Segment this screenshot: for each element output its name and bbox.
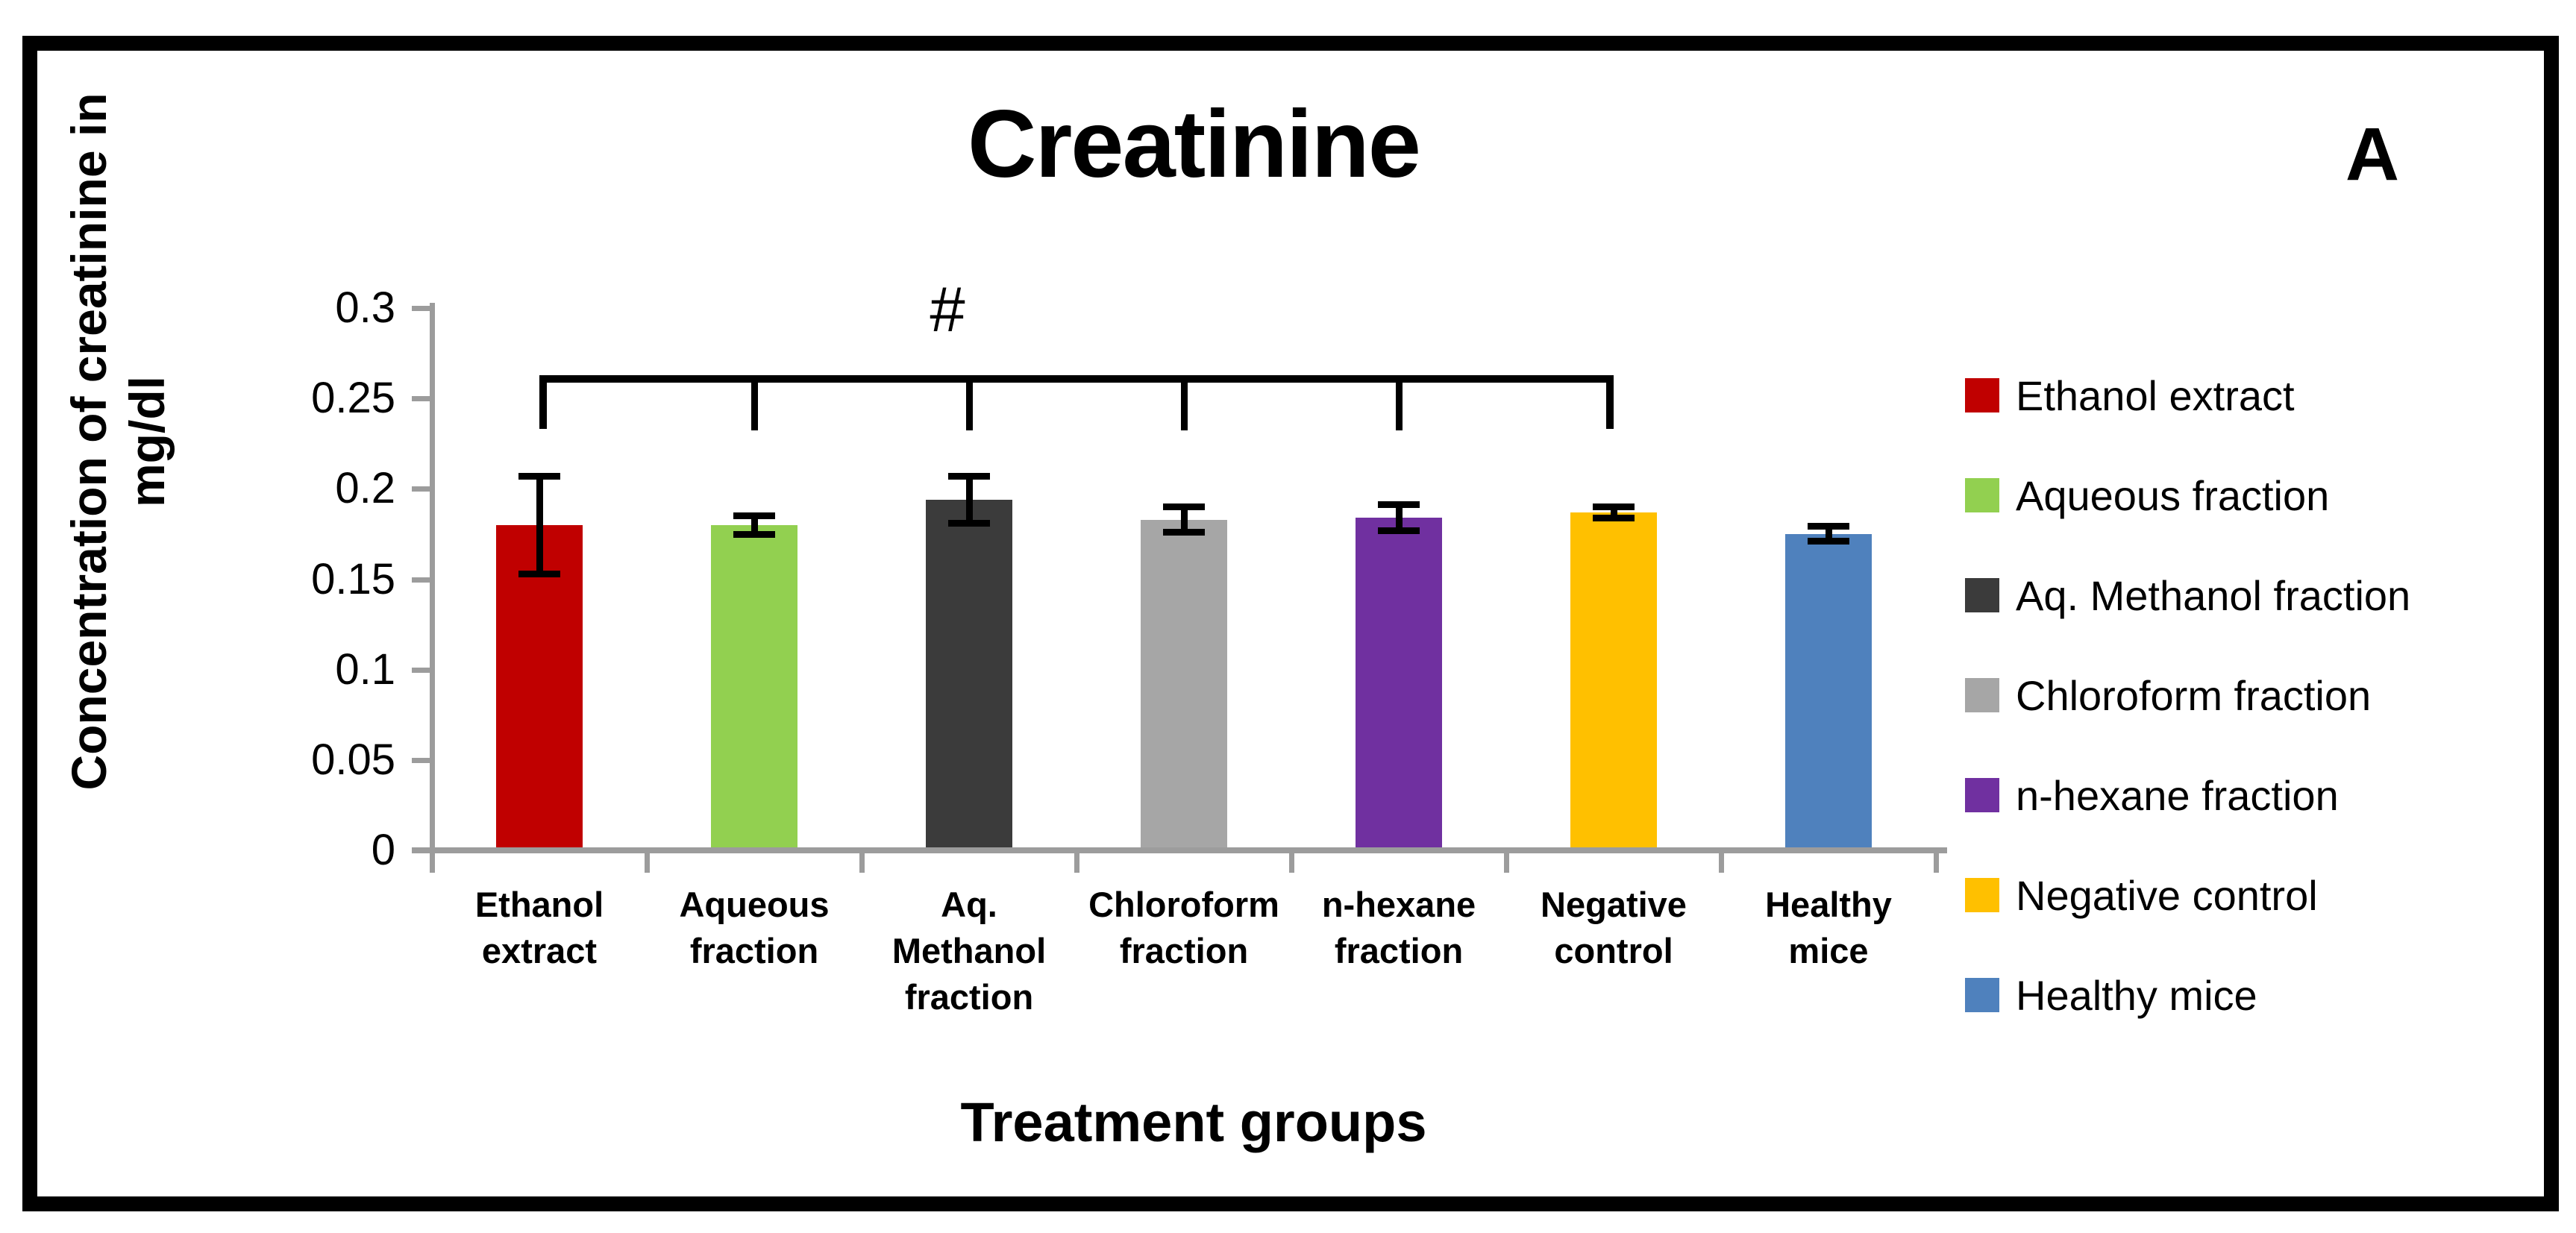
y-tick-label: 0.1 [335, 645, 395, 694]
error-bar-cap-top [948, 473, 990, 480]
legend-label: Aq. Methanol fraction [2016, 571, 2411, 619]
error-bar-cap-top [1808, 523, 1849, 530]
x-axis-line [412, 847, 1947, 853]
y-tick-label: 0.25 [311, 374, 395, 422]
legend-swatch [1965, 578, 1999, 612]
error-bar-line [1181, 503, 1188, 536]
legend-swatch [1965, 478, 1999, 512]
error-bar-line [751, 512, 758, 538]
bracket-tick [1181, 375, 1188, 430]
bar-negative-control [1570, 512, 1657, 850]
category-label: Healthy mice [1765, 885, 1892, 970]
error-bar-cap-bottom [733, 531, 775, 538]
bar-n-hexane-fraction [1356, 518, 1442, 850]
y-tick-mark [412, 758, 431, 763]
x-tick-mark [645, 847, 650, 873]
legend-label: Ethanol extract [2016, 371, 2295, 419]
x-tick-mark [1934, 847, 1939, 873]
x-axis-title: Treatment groups [960, 1091, 1427, 1153]
legend-swatch [1965, 378, 1999, 412]
category-label: Chloroform fraction [1088, 885, 1279, 970]
error-bar-cap-bottom [1163, 529, 1205, 536]
x-tick-mark [859, 847, 865, 873]
error-bar-cap-bottom [1593, 515, 1635, 521]
bracket-tick [1396, 375, 1403, 430]
figure-border [22, 36, 2559, 1211]
y-axis-line [430, 303, 435, 853]
error-bar-cap-top [1163, 503, 1205, 510]
bracket-end-left [539, 375, 547, 429]
legend-item: Chloroform fraction [1965, 645, 2547, 745]
significance-symbol: # [930, 274, 965, 345]
legend-swatch [1965, 678, 1999, 712]
legend-swatch [1965, 878, 1999, 912]
chart-title: Creatinine [968, 91, 1421, 198]
y-tick-mark [412, 306, 431, 311]
y-tick-label: 0.2 [335, 464, 395, 512]
error-bar-line [536, 473, 543, 577]
y-tick-mark [412, 577, 431, 583]
y-axis-title-line1: Concentration of creatinine in [61, 92, 116, 791]
y-tick-mark [412, 396, 431, 401]
error-bar-line [1611, 503, 1617, 521]
legend-swatch [1965, 778, 1999, 812]
error-bar-cap-bottom [518, 571, 560, 577]
legend-swatch [1965, 978, 1999, 1012]
error-bar-line [1826, 523, 1832, 545]
bracket-tick [751, 375, 758, 430]
y-tick-label: 0.15 [311, 555, 395, 603]
x-tick-mark [1074, 847, 1079, 873]
x-tick-mark [1719, 847, 1724, 873]
legend-item: Aq. Methanol fraction [1965, 545, 2547, 645]
x-tick-mark [1289, 847, 1294, 873]
bracket-tick [966, 375, 973, 430]
category-label: Aqueous fraction [679, 885, 830, 970]
category-label: Ethanol extract [474, 885, 604, 970]
legend-item: Ethanol extract [1965, 345, 2547, 445]
bracket-line [539, 375, 1614, 383]
bar-ethanol-extract [496, 525, 583, 850]
error-bar-cap-bottom [1808, 538, 1849, 545]
error-bar-cap-bottom [1378, 527, 1420, 534]
category-label: Aq. Methanol fraction [891, 885, 1047, 1017]
y-axis-title: Concentration of creatinine in mg/dl [60, 28, 179, 856]
legend-label: Aqueous fraction [2016, 471, 2330, 519]
x-tick-mark [430, 847, 435, 873]
error-bar-cap-top [1593, 503, 1635, 510]
legend: Ethanol extract Aqueous fraction Aq. Metha… [1965, 345, 2547, 1045]
category-label: n-hexane fraction [1321, 885, 1476, 970]
bar-aq-methanol-fraction [926, 500, 1012, 850]
error-bar-cap-top [733, 512, 775, 519]
legend-item: Aqueous fraction [1965, 445, 2547, 545]
y-tick-label: 0 [371, 826, 395, 874]
bracket-end-right [1606, 375, 1614, 429]
y-tick-label: 0.05 [311, 735, 395, 784]
legend-label: n-hexane fraction [2016, 771, 2339, 819]
legend-label: Chloroform fraction [2016, 671, 2372, 719]
panel-label: A [2345, 113, 2400, 196]
legend-item: Healthy mice [1965, 945, 2547, 1045]
legend-label: Negative control [2016, 871, 2318, 919]
category-label: Negative control [1541, 885, 1687, 970]
y-tick-label: 0.3 [335, 283, 395, 332]
bar-healthy-mice [1785, 534, 1872, 850]
bar-aqueous-fraction [711, 525, 797, 850]
legend-label: Healthy mice [2016, 971, 2257, 1019]
error-bar-cap-top [1378, 501, 1420, 508]
legend-item: Negative control [1965, 845, 2547, 945]
x-tick-mark [1504, 847, 1509, 873]
error-bar-cap-bottom [948, 520, 990, 527]
bar-chloroform-fraction [1141, 520, 1227, 850]
y-tick-mark [412, 668, 431, 673]
error-bar-cap-top [518, 473, 560, 480]
y-axis-title-line2: mg/dl [119, 376, 175, 507]
error-bar-line [966, 473, 973, 527]
y-tick-mark [412, 486, 431, 492]
legend-item: n-hexane fraction [1965, 745, 2547, 845]
error-bar-line [1396, 501, 1403, 534]
